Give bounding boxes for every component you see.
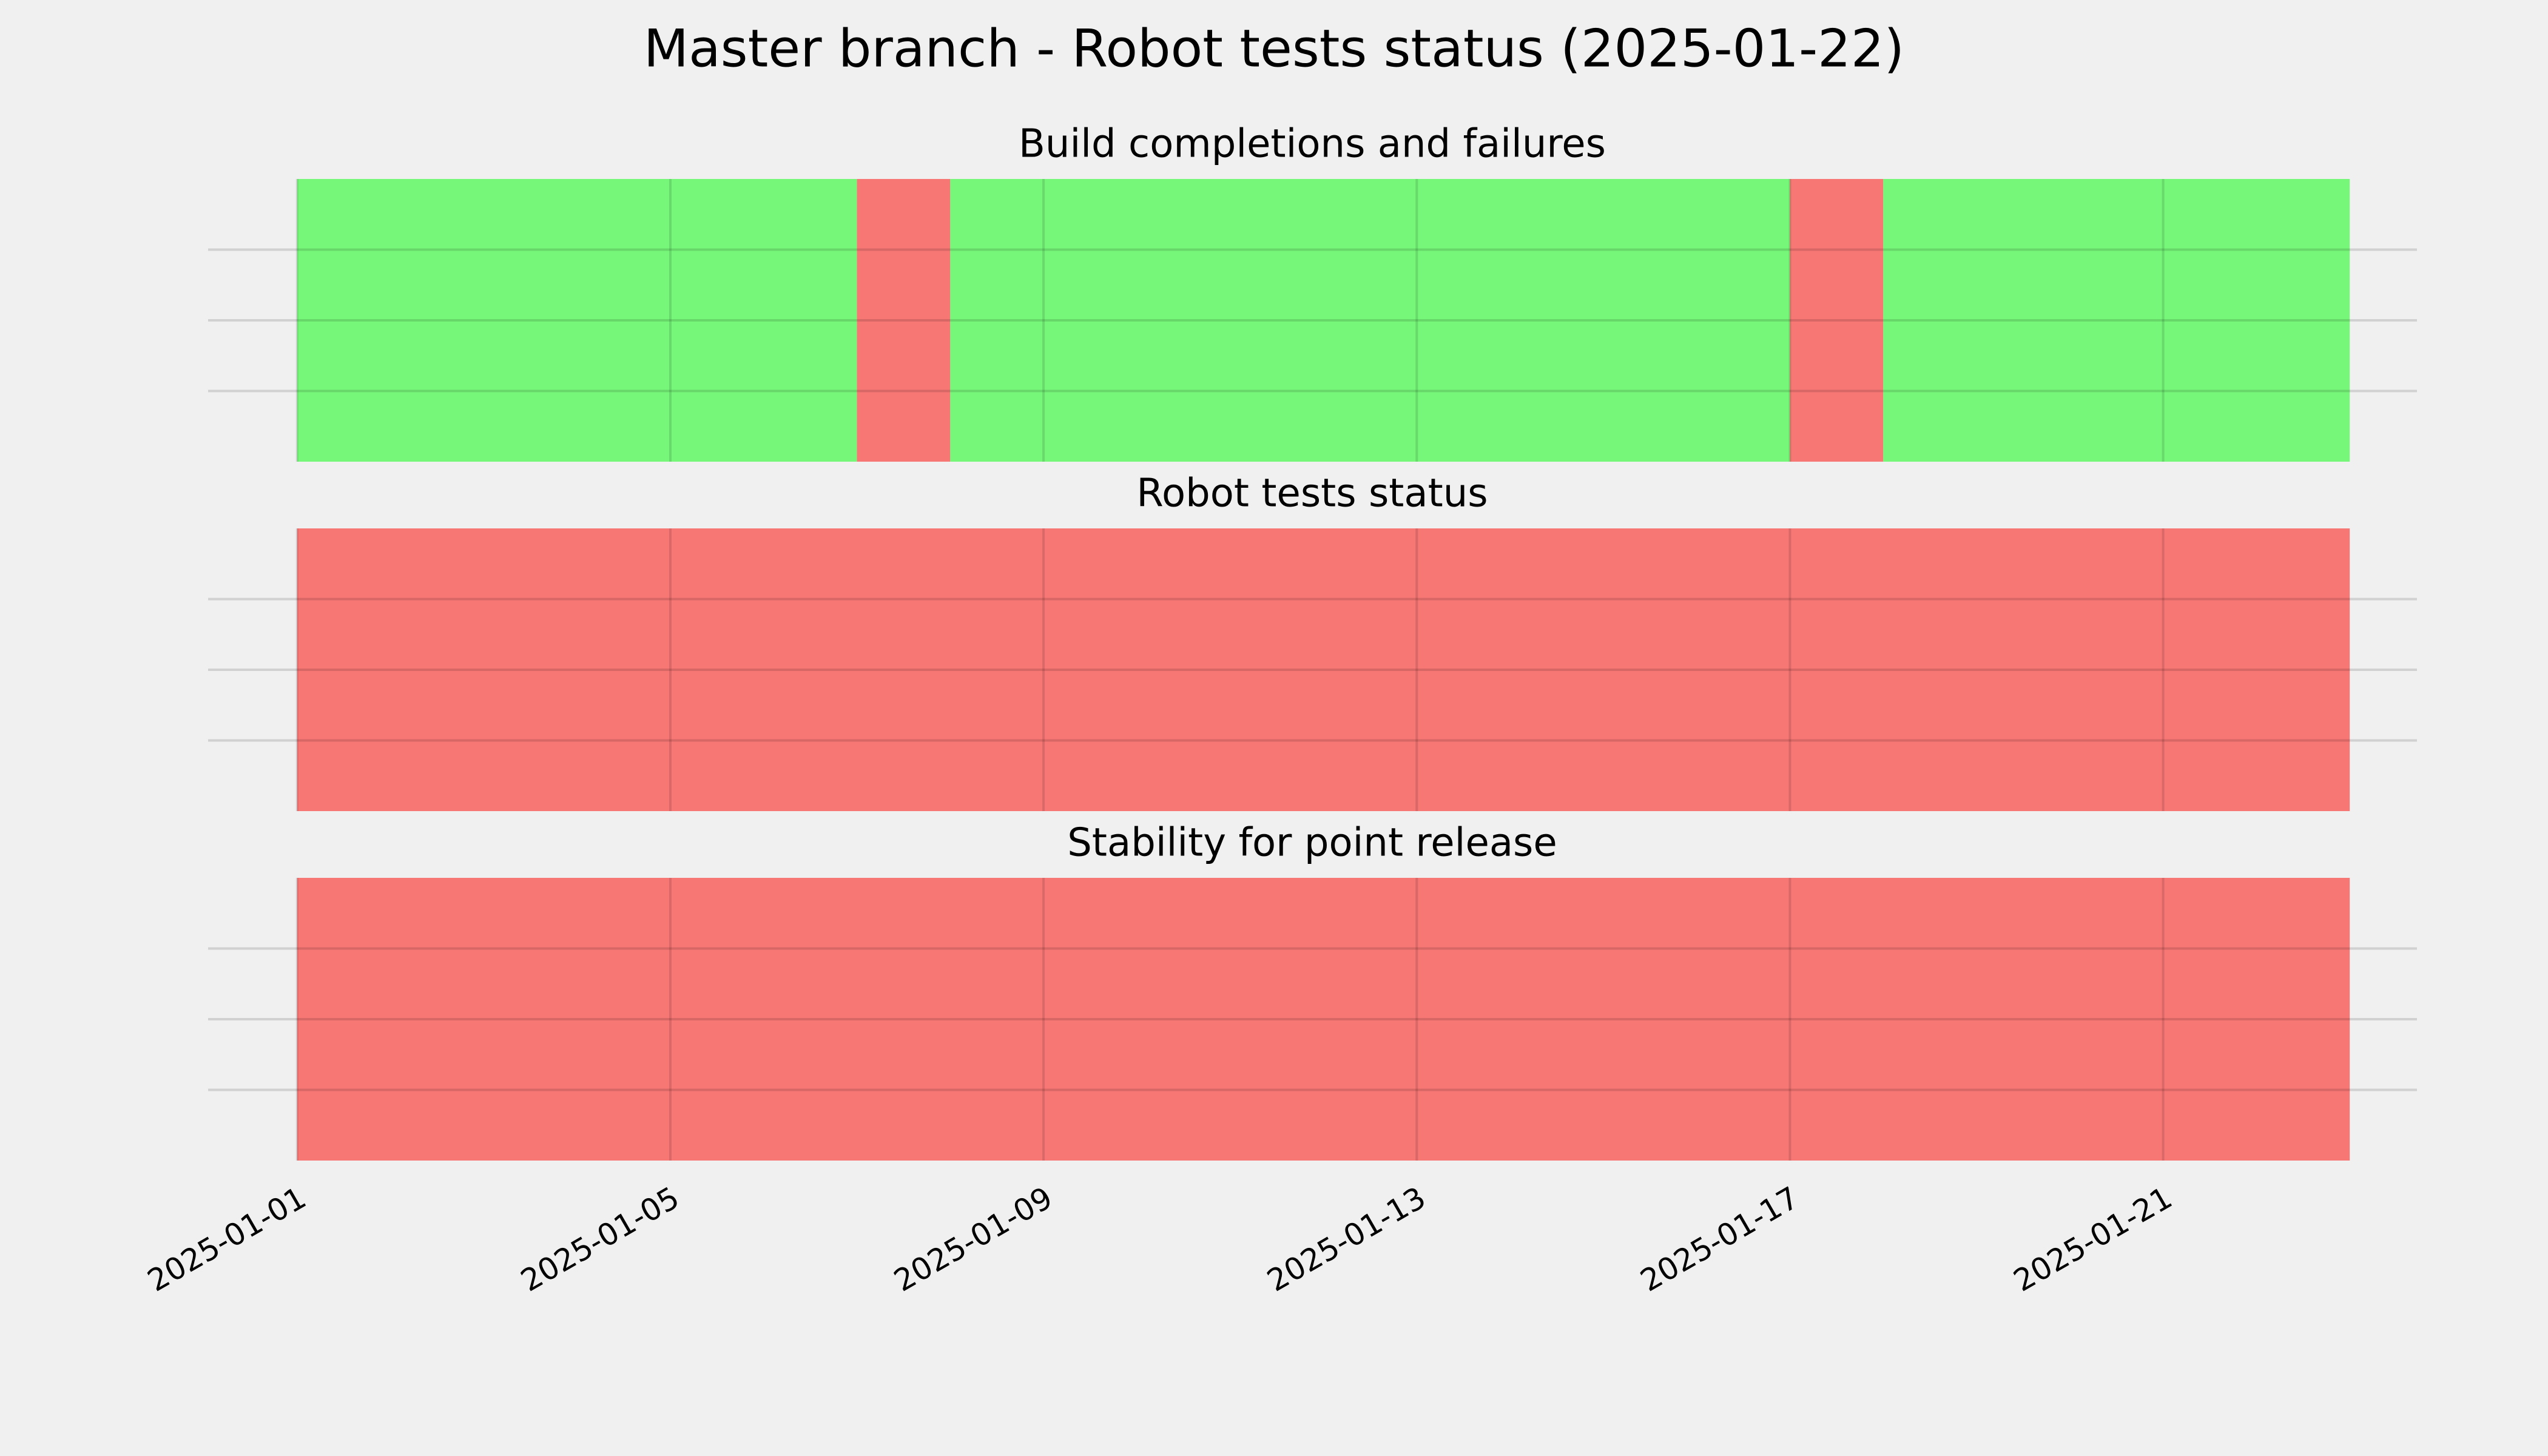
x-tick-label: 2025-01-13: [1261, 1180, 1432, 1299]
status-span: [297, 528, 2350, 811]
status-span: [1790, 179, 1884, 462]
panel-title: Robot tests status: [1136, 471, 1488, 516]
status-span: [950, 179, 1790, 462]
x-tick-label: 2025-01-01: [142, 1180, 312, 1299]
status-span: [1883, 179, 2350, 462]
status-span: [297, 878, 2350, 1161]
x-tick-label: 2025-01-21: [2007, 1180, 2178, 1299]
panel-title: Build completions and failures: [1019, 122, 1606, 167]
status-span: [857, 179, 951, 462]
x-tick-label: 2025-01-05: [515, 1180, 686, 1299]
panel-title: Stability for point release: [1067, 821, 1557, 866]
status-span: [297, 179, 857, 462]
x-tick-label: 2025-01-09: [888, 1180, 1059, 1299]
x-tick-label: 2025-01-17: [1634, 1180, 1805, 1299]
chart-title: Master branch - Robot tests status (2025…: [644, 18, 1904, 79]
